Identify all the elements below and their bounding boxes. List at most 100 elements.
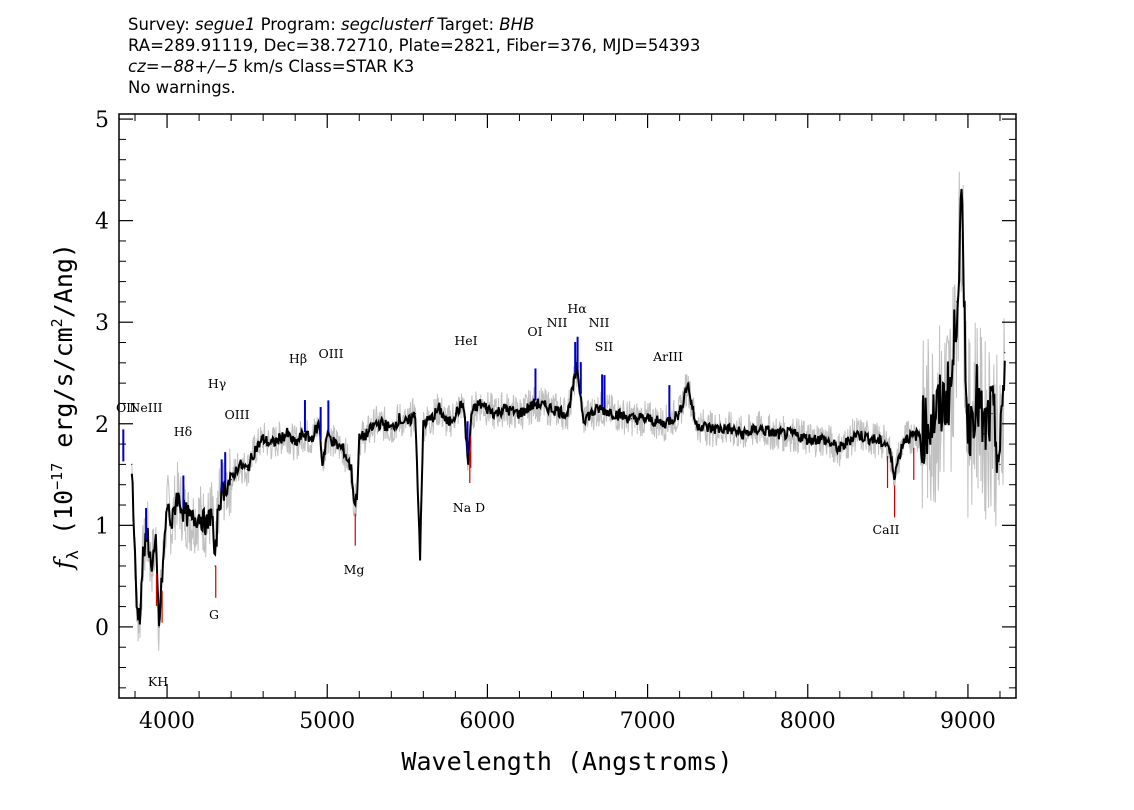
data-point bbox=[158, 626, 160, 628]
header-line-survey: Survey: segue1 Program: segclusterf Targ… bbox=[128, 14, 700, 35]
data-point bbox=[598, 407, 601, 410]
data-point bbox=[246, 468, 248, 471]
data-point bbox=[150, 565, 152, 567]
data-point bbox=[438, 407, 440, 410]
data-point bbox=[131, 463, 133, 465]
data-point bbox=[695, 423, 697, 425]
line-label-caii: CaII bbox=[873, 522, 900, 537]
x-tick-label: 5000 bbox=[299, 709, 355, 734]
data-point bbox=[155, 545, 157, 547]
y-tick-label: 1 bbox=[95, 514, 109, 539]
x-tick-label: 4000 bbox=[139, 709, 195, 734]
data-point bbox=[358, 438, 360, 440]
data-point bbox=[390, 428, 392, 430]
cz-rest: km/s Class=STAR K3 bbox=[238, 57, 415, 76]
data-point bbox=[211, 509, 213, 511]
axis-ticks: 4000 5000 6000 7000 8000 9000 0 1 2 3 4 5 bbox=[95, 108, 1016, 734]
data-point bbox=[430, 418, 432, 420]
data-point bbox=[206, 524, 208, 526]
data-point bbox=[310, 438, 312, 440]
line-label-oi: OI bbox=[527, 324, 542, 339]
data-point bbox=[855, 433, 857, 435]
data-point bbox=[139, 616, 141, 618]
data-point bbox=[566, 413, 569, 415]
data-point bbox=[887, 443, 889, 445]
data-point bbox=[711, 428, 713, 430]
y-tick-label: 2 bbox=[95, 413, 109, 438]
line-label-mg: Mg bbox=[344, 562, 365, 577]
data-point bbox=[956, 301, 958, 303]
data-point bbox=[198, 514, 200, 516]
header-line-redshift: cz=−88+/−5 km/s Class=STAR K3 bbox=[128, 56, 700, 77]
data-point bbox=[406, 423, 408, 425]
program-prefix: Program: bbox=[255, 15, 341, 34]
data-point bbox=[398, 418, 400, 420]
line-label-na-d: Na D bbox=[453, 500, 485, 515]
data-point bbox=[960, 209, 963, 212]
data-point bbox=[727, 428, 729, 430]
data-point bbox=[919, 433, 921, 435]
line-label-hbeta: Hβ bbox=[289, 351, 307, 366]
data-point bbox=[190, 519, 192, 521]
data-point bbox=[951, 382, 953, 384]
data-point bbox=[302, 433, 304, 435]
data-point bbox=[342, 448, 344, 450]
line-label-oiii-4363: OIII bbox=[224, 407, 249, 422]
survey-value: segue1 bbox=[195, 15, 256, 34]
raw-flux-layer bbox=[131, 171, 1005, 651]
data-point bbox=[975, 392, 977, 394]
data-point bbox=[422, 423, 424, 425]
data-point bbox=[254, 448, 256, 450]
data-point bbox=[486, 407, 488, 410]
data-point bbox=[318, 423, 320, 425]
data-point bbox=[356, 494, 358, 496]
data-point bbox=[366, 433, 368, 435]
y-tick-label: 3 bbox=[95, 311, 109, 336]
data-point bbox=[142, 555, 144, 557]
data-point bbox=[582, 418, 585, 420]
data-point bbox=[446, 423, 448, 425]
data-point bbox=[991, 413, 993, 415]
data-point bbox=[350, 468, 352, 471]
data-point bbox=[903, 438, 905, 440]
x-tick-label: 9000 bbox=[940, 709, 996, 734]
data-point bbox=[454, 413, 456, 415]
line-label-nii-6583: NII bbox=[589, 315, 610, 330]
data-point bbox=[294, 443, 296, 445]
data-point bbox=[353, 504, 356, 506]
data-point bbox=[217, 504, 219, 506]
data-point bbox=[462, 402, 464, 405]
y-axis-title: fλ (10−17 erg/s/cm2/Ang) bbox=[48, 243, 82, 571]
data-point bbox=[286, 433, 288, 435]
line-label-halpha: Hα bbox=[567, 301, 587, 316]
data-point bbox=[176, 494, 178, 496]
data-point bbox=[615, 413, 617, 415]
data-point bbox=[182, 509, 184, 511]
survey-prefix: Survey: bbox=[128, 15, 195, 34]
line-label-g: G bbox=[209, 607, 219, 622]
header-line-warnings: No warnings. bbox=[128, 78, 236, 97]
data-point bbox=[807, 438, 809, 440]
line-label-hdelta: Hδ bbox=[174, 424, 192, 439]
line-label-ariii: ArIII bbox=[652, 349, 683, 364]
spectrum-header: Survey: segue1 Program: segclusterf Targ… bbox=[128, 14, 700, 98]
data-point bbox=[382, 423, 384, 425]
data-point bbox=[166, 504, 168, 506]
data-point bbox=[679, 413, 681, 415]
line-label-nii-6548: NII bbox=[547, 315, 568, 330]
data-point bbox=[470, 413, 472, 415]
data-point bbox=[893, 474, 895, 476]
target-value: BHB bbox=[499, 15, 535, 34]
data-point bbox=[743, 433, 745, 435]
line-label-neiii: NeIII bbox=[129, 400, 162, 415]
data-point bbox=[1004, 352, 1006, 354]
smoothed-flux-line bbox=[130, 188, 1006, 627]
data-point bbox=[647, 418, 649, 420]
data-point bbox=[871, 438, 873, 440]
x-tick-label: 6000 bbox=[459, 709, 515, 734]
x-tick-label: 8000 bbox=[780, 709, 836, 734]
data-point bbox=[326, 433, 328, 435]
data-point bbox=[230, 479, 232, 481]
data-point bbox=[419, 555, 421, 557]
